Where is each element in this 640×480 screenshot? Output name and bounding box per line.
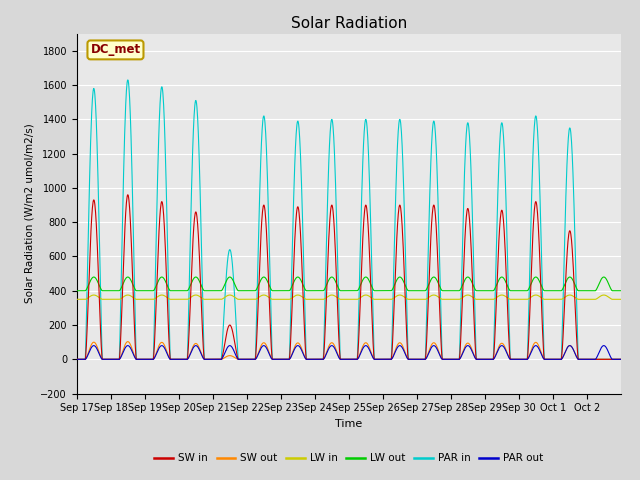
PAR out — [335, 354, 342, 360]
PAR out — [610, 357, 618, 362]
Text: DC_met: DC_met — [90, 43, 141, 56]
SW in — [335, 332, 342, 338]
SW in — [617, 357, 625, 362]
SW out — [124, 339, 132, 345]
SW out — [158, 339, 166, 345]
PAR out — [90, 343, 98, 348]
PAR in — [124, 77, 132, 83]
SW out — [335, 354, 342, 360]
SW out — [73, 357, 81, 362]
PAR in — [610, 357, 618, 362]
SW in — [324, 244, 332, 250]
LW out — [158, 274, 166, 280]
LW in — [324, 293, 332, 299]
LW out — [617, 288, 625, 294]
SW out — [557, 357, 564, 362]
SW out — [617, 357, 625, 362]
Line: PAR in: PAR in — [77, 80, 621, 360]
LW out — [73, 288, 81, 294]
LW in — [158, 292, 166, 298]
LW out — [324, 278, 332, 284]
SW out — [477, 357, 485, 362]
SW in — [477, 357, 485, 362]
PAR in — [617, 357, 625, 362]
LW in — [477, 297, 485, 302]
SW out — [610, 357, 618, 362]
PAR in — [73, 357, 81, 362]
PAR out — [324, 347, 332, 352]
PAR out — [158, 343, 166, 348]
Line: PAR out: PAR out — [77, 346, 621, 360]
LW out — [557, 288, 564, 294]
PAR in — [324, 169, 332, 175]
Title: Solar Radiation: Solar Radiation — [291, 16, 407, 31]
LW out — [335, 286, 342, 291]
LW in — [335, 296, 342, 301]
PAR in — [557, 357, 564, 362]
LW out — [610, 288, 618, 294]
PAR out — [617, 357, 625, 362]
LW out — [90, 274, 98, 280]
X-axis label: Time: Time — [335, 419, 362, 429]
Line: LW out: LW out — [77, 277, 621, 291]
Legend: SW in, SW out, LW in, LW out, PAR in, PAR out: SW in, SW out, LW in, LW out, PAR in, PA… — [150, 449, 547, 468]
PAR in — [158, 85, 166, 91]
PAR in — [335, 302, 342, 308]
Y-axis label: Solar Radiation (W/m2 umol/m2/s): Solar Radiation (W/m2 umol/m2/s) — [25, 124, 35, 303]
Line: SW out: SW out — [77, 342, 621, 360]
Line: LW in: LW in — [77, 295, 621, 300]
SW in — [124, 192, 132, 198]
PAR out — [477, 357, 485, 362]
SW in — [73, 357, 81, 362]
LW in — [557, 297, 564, 302]
SW in — [610, 357, 618, 362]
Line: SW in: SW in — [77, 195, 621, 360]
SW in — [158, 199, 166, 205]
PAR out — [73, 357, 81, 362]
SW out — [324, 344, 332, 350]
LW out — [477, 288, 485, 294]
LW in — [90, 292, 98, 298]
PAR out — [557, 357, 564, 362]
LW in — [73, 297, 81, 302]
PAR in — [477, 357, 485, 362]
SW in — [557, 357, 564, 362]
LW in — [610, 297, 618, 302]
LW in — [617, 297, 625, 302]
